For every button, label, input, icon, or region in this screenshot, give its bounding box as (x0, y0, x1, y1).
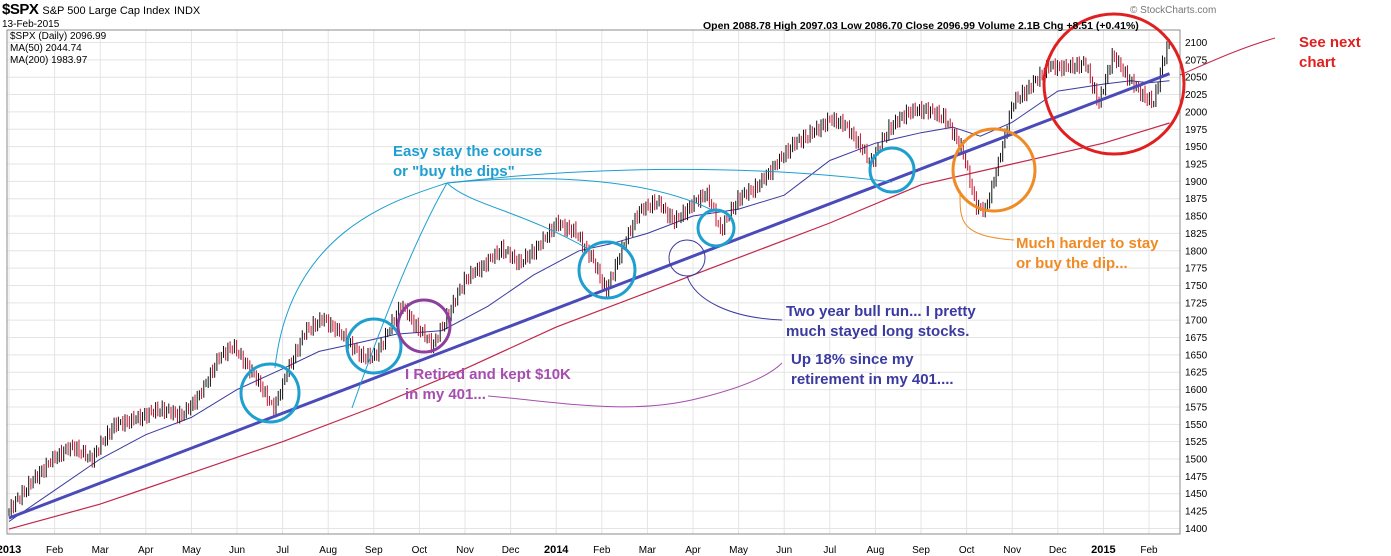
legend-ma50: MA(50) 2044.74 (10, 43, 82, 54)
x-tick-label: Mar (92, 545, 110, 556)
x-tick-label: Jul (823, 545, 836, 556)
x-tick-label: Nov (456, 545, 474, 556)
x-tick-label: 2015 (1091, 544, 1115, 556)
y-tick-label: 1525 (1185, 437, 1208, 448)
x-tick-label: Sep (365, 545, 383, 556)
trendline (8, 72, 1171, 520)
annotation-retired: I Retired and kept $10K in my 401... (405, 366, 571, 403)
y-tick-label: 1700 (1185, 316, 1208, 327)
y-tick-label: 1625 (1185, 368, 1208, 379)
y-tick-label: 1975 (1185, 125, 1208, 136)
x-tick-label: Sep (912, 545, 930, 556)
ma50-line (8, 80, 1170, 522)
y-tick-label: 1600 (1185, 385, 1208, 396)
dip-circle-feb-2014 (577, 240, 637, 300)
annotation-bull-run: Two year bull run... I pretty much staye… (786, 303, 976, 340)
y-tick-label: 1875 (1185, 194, 1208, 205)
y-tick-label: 1725 (1185, 298, 1208, 309)
y-tick-label: 2000 (1185, 107, 1208, 118)
quote-bar: Open 2088.78 High 2097.03 Low 2086.70 Cl… (703, 20, 1139, 32)
y-tick-label: 1925 (1185, 159, 1208, 170)
x-tick-label: Oct (959, 545, 975, 556)
series-layer (8, 38, 1171, 530)
x-tick-label: Apr (685, 545, 701, 556)
y-tick-label: 2100 (1185, 38, 1208, 49)
y-tick-label: 1775 (1185, 264, 1208, 275)
x-tick-label: Jun (229, 545, 245, 556)
x-tick-label: Dec (1049, 545, 1067, 556)
symbol: $SPX (2, 1, 39, 18)
exchange: INDX (173, 5, 201, 17)
symbol-title: $SPX S&P 500 Large Cap Index INDX (2, 1, 200, 18)
dip-circle-aug-2014 (868, 146, 916, 194)
index-name: S&P 500 Large Cap Index (42, 5, 170, 17)
y-tick-label: 1425 (1185, 507, 1208, 518)
annotation-overlay (239, 12, 1276, 424)
y-tick-label: 2025 (1185, 90, 1208, 101)
y-tick-label: 1475 (1185, 472, 1208, 483)
stockcharts-credit: © StockCharts.com (1130, 5, 1217, 16)
chart-grid (7, 30, 1180, 534)
retire-circle-oct-2013 (396, 298, 452, 354)
y-tick-label: 1575 (1185, 402, 1208, 413)
legend-price: $SPX (Daily) 2096.99 (10, 31, 107, 42)
y-tick-label: 1500 (1185, 455, 1208, 466)
legend-ma200: MA(200) 1983.97 (10, 55, 88, 66)
plot-frame (6, 29, 1181, 535)
ma200-line (8, 122, 1170, 530)
y-tick-label: 2050 (1185, 73, 1208, 84)
connector-bull-run (686, 275, 783, 321)
y-tick-label: 1850 (1185, 212, 1208, 223)
x-tick-label: Aug (867, 545, 885, 556)
y-tick-label: 1550 (1185, 420, 1208, 431)
y-tick-label: 1950 (1185, 142, 1208, 153)
x-tick-label: Oct (412, 545, 428, 556)
x-tick-label: May (729, 545, 748, 556)
connector-harder (959, 189, 1015, 241)
dip-circle-oct-2014 (951, 127, 1037, 213)
y-tick-label: 1800 (1185, 246, 1208, 257)
x-tick-label: Aug (319, 545, 337, 556)
y-tick-label: 1900 (1185, 177, 1208, 188)
x-tick-label: 2014 (544, 544, 569, 556)
range-circle-2015 (1042, 12, 1186, 156)
y-tick-label: 1450 (1185, 489, 1208, 500)
annotation-harder: Much harder to stay or buy the dip... (1016, 235, 1159, 272)
connector-easy-jun (274, 182, 448, 369)
annotation-see-next: See next chart (1299, 34, 1361, 71)
y-tick-label: 1650 (1185, 350, 1208, 361)
x-tick-label: Jul (276, 545, 289, 556)
dip-circle-aug-2013 (345, 317, 403, 375)
x-tick-label: Feb (593, 545, 611, 556)
chart-date: 13-Feb-2015 (2, 19, 60, 30)
y-tick-label: 1400 (1185, 524, 1208, 535)
x-tick-label: Mar (639, 545, 657, 556)
y-tick-label: 1675 (1185, 333, 1208, 344)
ma200-extension (1179, 37, 1276, 76)
x-tick-label: Feb (1140, 545, 1158, 556)
connector-easy-feb (446, 182, 591, 251)
y-tick-label: 1750 (1185, 281, 1208, 292)
x-tick-label: 2013 (0, 544, 21, 556)
y-tick-label: 2075 (1185, 55, 1208, 66)
connector-easy-apr (446, 178, 713, 211)
annotation-easy: Easy stay the course or "buy the dips" (393, 143, 543, 180)
connector-easy-aug14 (446, 168, 893, 184)
x-tick-label: Apr (138, 545, 154, 556)
x-tick-label: Feb (46, 545, 64, 556)
x-tick-label: Dec (502, 545, 520, 556)
dip-circle-apr-2014 (696, 208, 736, 248)
y-tick-label: 1825 (1185, 229, 1208, 240)
connector-retired (487, 362, 783, 408)
x-tick-label: Nov (1003, 545, 1021, 556)
x-tick-label: May (182, 545, 201, 556)
dip-circle-jun-2013 (239, 362, 301, 424)
annotation-up-18: Up 18% since my retirement in my 401.... (791, 351, 954, 388)
x-tick-label: Jun (776, 545, 792, 556)
connector-easy-aug (351, 182, 448, 409)
axis-layer: 1400 1425 1450 1475 1500 1525 1550 1575 1600 1625… (0, 38, 1208, 556)
